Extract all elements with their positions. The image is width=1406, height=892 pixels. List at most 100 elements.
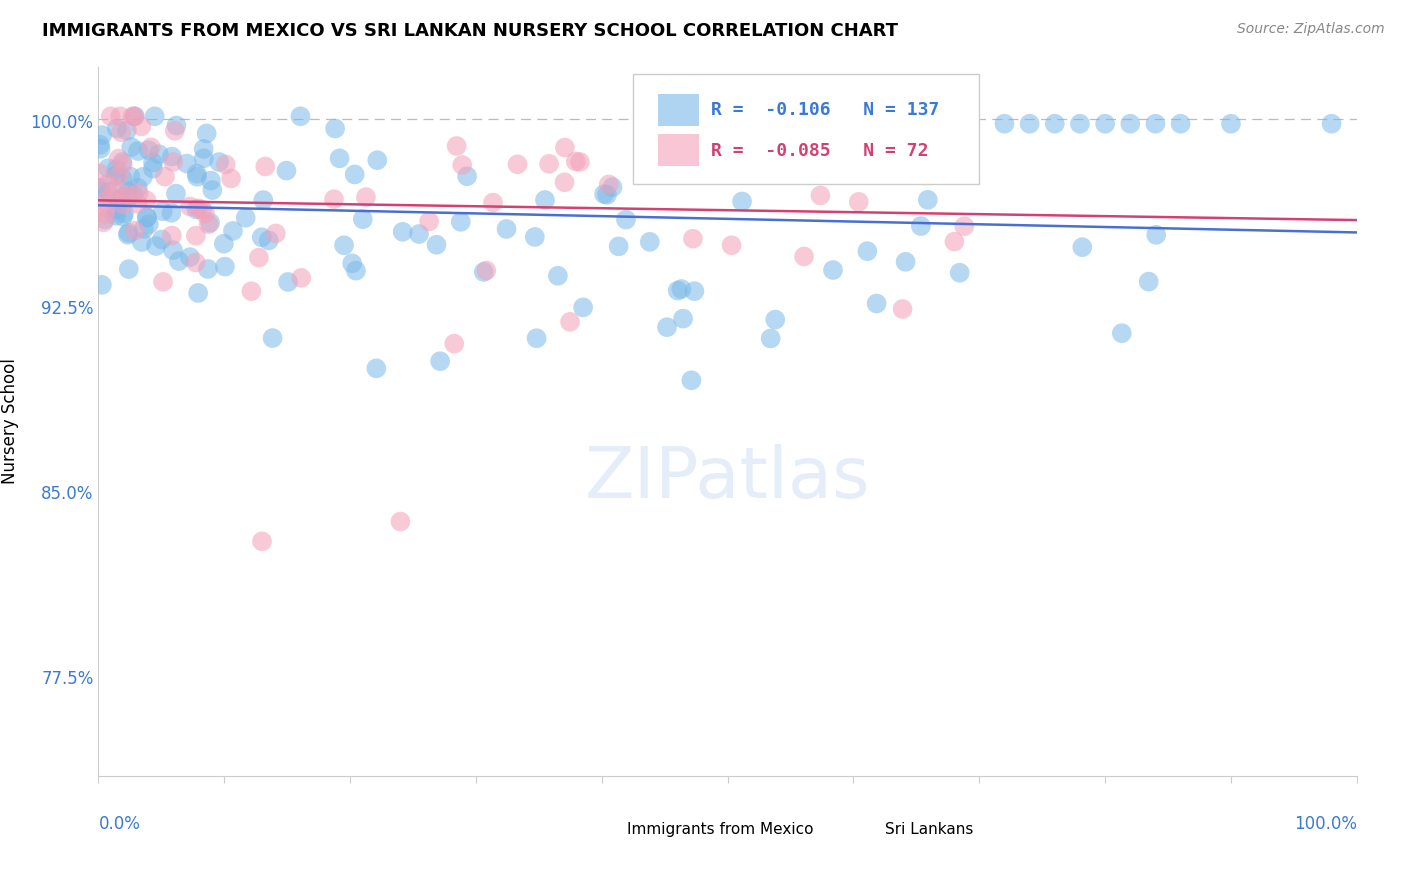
Point xyxy=(495,222,517,236)
FancyBboxPatch shape xyxy=(658,135,699,166)
Point xyxy=(139,140,162,154)
Point xyxy=(1220,117,1243,131)
Point xyxy=(142,155,165,169)
Point xyxy=(1144,227,1167,242)
Point xyxy=(276,163,298,178)
Text: Immigrants from Mexico: Immigrants from Mexico xyxy=(627,822,814,838)
Point xyxy=(240,284,263,298)
Point xyxy=(534,193,557,207)
Point xyxy=(943,235,966,249)
FancyBboxPatch shape xyxy=(583,816,620,844)
Point xyxy=(135,194,157,208)
Point xyxy=(856,244,879,259)
Point xyxy=(162,155,184,169)
Point xyxy=(366,153,388,168)
Point xyxy=(429,354,451,368)
Point xyxy=(165,119,187,133)
Point xyxy=(1170,117,1192,131)
Point xyxy=(408,227,430,241)
Point xyxy=(523,230,546,244)
Point xyxy=(179,200,201,214)
Point xyxy=(554,175,576,189)
Point xyxy=(142,161,165,176)
Point xyxy=(165,186,187,201)
Point xyxy=(602,180,624,194)
Point xyxy=(264,227,287,241)
Point xyxy=(97,161,120,176)
Point xyxy=(290,109,312,123)
Point xyxy=(111,157,134,171)
Point xyxy=(91,128,114,142)
Point xyxy=(160,150,183,164)
Point xyxy=(547,268,569,283)
Point xyxy=(184,228,207,243)
Point xyxy=(150,232,173,246)
Point xyxy=(333,238,356,252)
Point xyxy=(391,225,413,239)
Point xyxy=(184,255,207,269)
Point xyxy=(127,144,149,158)
Point xyxy=(212,236,235,251)
Point xyxy=(219,171,242,186)
Point xyxy=(186,169,208,184)
Point xyxy=(1320,117,1343,131)
Text: 0.0%: 0.0% xyxy=(98,815,141,833)
Point xyxy=(910,219,932,233)
Point xyxy=(759,331,782,345)
Point xyxy=(1071,240,1094,254)
Point xyxy=(89,184,111,198)
Point xyxy=(482,195,505,210)
Point xyxy=(135,211,157,225)
Point xyxy=(254,160,277,174)
Point xyxy=(131,235,153,249)
Point xyxy=(323,121,346,136)
Point xyxy=(614,212,637,227)
Point xyxy=(215,157,238,171)
Point xyxy=(564,154,586,169)
Point xyxy=(128,186,150,201)
Point xyxy=(1043,117,1066,131)
Point xyxy=(93,194,115,209)
Y-axis label: Nursery School: Nursery School xyxy=(1,359,20,484)
Point xyxy=(152,275,174,289)
Point xyxy=(598,178,620,192)
Point xyxy=(132,169,155,184)
Point xyxy=(138,143,160,157)
Point xyxy=(720,238,742,252)
Point xyxy=(186,202,208,217)
Point xyxy=(252,193,274,207)
Point xyxy=(121,109,143,123)
Point xyxy=(107,152,129,166)
Point xyxy=(153,169,176,184)
Point xyxy=(865,296,887,310)
Text: Source: ZipAtlas.com: Source: ZipAtlas.com xyxy=(1237,22,1385,37)
Point xyxy=(222,224,245,238)
Text: R =  -0.085   N = 72: R = -0.085 N = 72 xyxy=(711,142,929,160)
Point xyxy=(506,157,529,171)
Point xyxy=(132,222,155,236)
Point xyxy=(472,265,495,279)
Point xyxy=(593,187,616,202)
Point xyxy=(451,158,474,172)
Point xyxy=(162,243,184,257)
Point xyxy=(323,192,346,206)
Point xyxy=(262,331,284,345)
Point xyxy=(666,284,689,298)
Point xyxy=(671,282,693,296)
Point xyxy=(344,263,367,277)
Point xyxy=(120,140,142,154)
Point xyxy=(105,121,128,136)
Point xyxy=(425,237,447,252)
Point xyxy=(124,109,146,123)
Point xyxy=(117,226,139,240)
FancyBboxPatch shape xyxy=(841,816,879,844)
Point xyxy=(122,187,145,202)
Point xyxy=(120,169,142,184)
Point xyxy=(111,155,134,169)
Point xyxy=(90,277,112,292)
Point xyxy=(343,168,366,182)
Point xyxy=(89,167,111,181)
Point xyxy=(112,206,135,220)
Point xyxy=(179,250,201,264)
Point xyxy=(127,196,149,211)
